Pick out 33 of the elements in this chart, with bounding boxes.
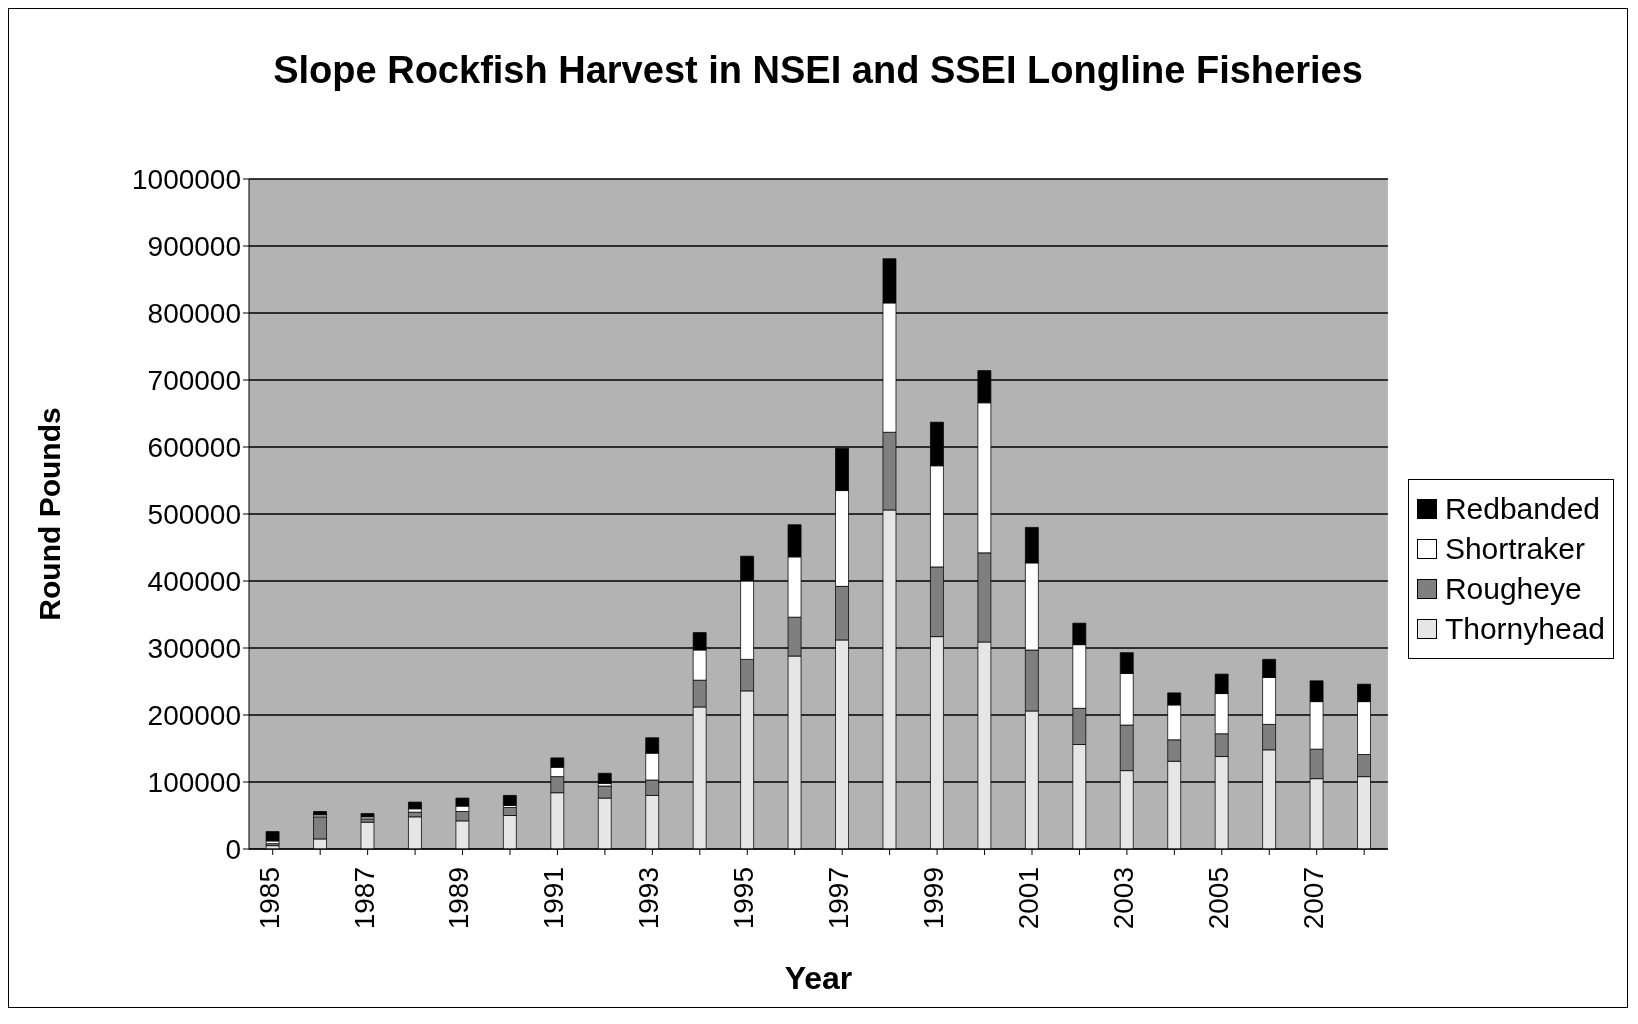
y-tick-label: 200000 [147,699,241,731]
x-tick-label: 2007 [1297,867,1329,930]
bar [265,831,280,842]
bar [502,795,517,806]
x-axis-title: Year [784,960,853,996]
legend-label: Rougheye [1444,572,1582,606]
y-tick-label: 1000000 [131,163,241,195]
x-tick-label: 2003 [1107,867,1139,930]
y-tick-label: 600000 [147,431,241,463]
x-tick-label: 1985 [253,867,285,930]
y-tick-label: 700000 [147,364,241,396]
legend-label: Redbanded [1444,492,1601,526]
legend-label: Thornyhead [1444,612,1605,646]
y-tick-label: 0 [225,833,241,865]
x-tick-label: 1997 [823,867,855,930]
x-tick-label: 1993 [633,867,665,930]
x-tick-label: 1991 [538,867,570,930]
x-tick-label: 2005 [1202,867,1234,930]
y-tick-label: 900000 [147,230,241,262]
legend-label: Shortraker [1444,532,1585,566]
chart-title: Slope Rockfish Harvest in NSEI and SSEI Longline Fisheries [272,48,1364,93]
bar [408,801,422,810]
y-tick-label: 800000 [147,297,241,329]
x-tick-label: 2001 [1012,867,1044,930]
y-tick-label: 400000 [147,565,241,597]
y-tick-label: 100000 [147,766,241,798]
x-tick-label: 1989 [443,867,475,930]
x-tick-label: 1987 [348,867,380,930]
y-tick-label: 300000 [147,632,241,664]
y-axis-title: Round Pounds [32,407,66,621]
x-tick-label: 1999 [917,867,949,930]
x-tick-label: 1995 [728,867,760,930]
y-tick-label: 500000 [147,498,241,530]
